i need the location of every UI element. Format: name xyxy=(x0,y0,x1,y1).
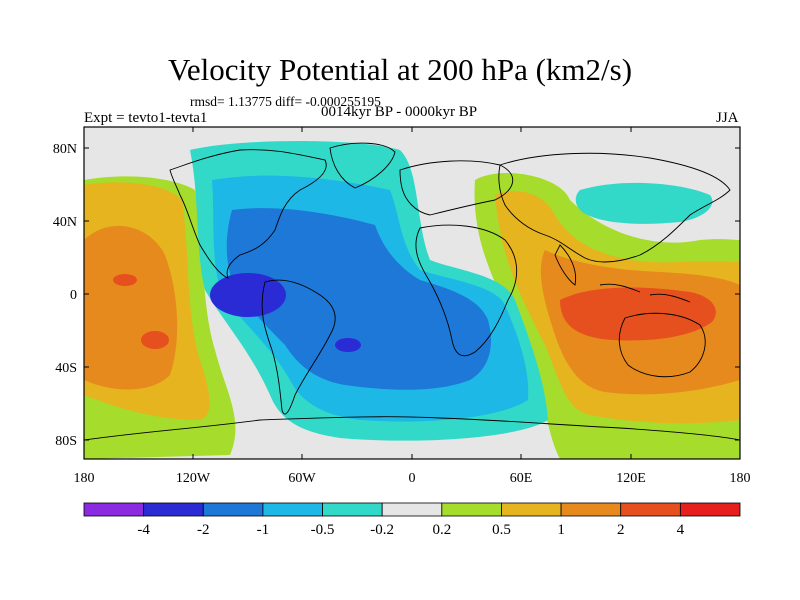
pacific-max-north xyxy=(113,274,137,286)
south-america-coast xyxy=(261,279,336,415)
colorbar-label: 4 xyxy=(677,522,685,538)
antarctica-coast xyxy=(84,416,740,441)
colorbar-label: -4 xyxy=(137,522,150,538)
africa-coast xyxy=(415,224,518,357)
colorbar: -4 -2 -1 -0.5 -0.2 0.2 0.5 1 2 4 xyxy=(83,502,741,538)
atlantic-min xyxy=(335,338,361,352)
atlantic-negative-inner xyxy=(226,208,491,390)
colorbar-label: 0.5 xyxy=(492,522,511,538)
australia-coast xyxy=(618,312,706,378)
lon-tick-label: 60W xyxy=(288,471,316,486)
colorbar-label: 1 xyxy=(557,522,565,538)
subtitle: 0014kyr BP - 0000kyr BP xyxy=(321,104,478,120)
latitude-axis: 80N 40N 0 40S 80S xyxy=(53,142,740,449)
colorbar-swatch xyxy=(501,502,562,517)
colorbar-swatch xyxy=(679,502,741,517)
colorbar-swatch xyxy=(322,502,383,517)
lat-tick-label: 40N xyxy=(53,215,77,230)
lon-tick-label: 120W xyxy=(176,471,211,486)
lon-tick-label: 180 xyxy=(74,471,95,486)
indonesia-max xyxy=(560,287,716,341)
colorbar-swatch xyxy=(620,502,681,517)
asia-coast xyxy=(498,152,731,263)
lat-tick-label: 80S xyxy=(55,434,77,449)
lon-tick-label: 120E xyxy=(616,471,646,486)
page-title: Velocity Potential at 200 hPa (km2/s) xyxy=(167,52,633,87)
stats-label: rmsd= 1.13775 diff= -0.000255195 xyxy=(190,94,381,109)
ne-asia-negative xyxy=(575,182,713,224)
europe-coast xyxy=(399,160,513,216)
lat-tick-label: 80N xyxy=(53,142,77,157)
colorbar-label: 0.2 xyxy=(432,522,451,538)
greenland-coast xyxy=(329,142,396,189)
north-america-coast xyxy=(169,149,327,279)
colorbar-label: -0.5 xyxy=(311,522,335,538)
colorbar-label: -1 xyxy=(257,522,270,538)
colorbar-swatch xyxy=(381,502,443,517)
indonesia-coast xyxy=(599,283,691,303)
india-coast xyxy=(554,244,577,286)
experiment-label: Expt = tevto1-tevta1 xyxy=(84,110,208,126)
colorbar-swatch xyxy=(560,502,622,517)
colorbar-label: 2 xyxy=(617,522,625,538)
lat-tick-label: 40S xyxy=(55,361,77,376)
colorbar-label: -2 xyxy=(197,522,210,538)
lat-tick-label: 0 xyxy=(70,288,77,303)
colorbar-swatch xyxy=(441,502,502,517)
lon-tick-label: 0 xyxy=(409,471,416,486)
colorbar-swatch xyxy=(83,502,145,517)
contour-fields xyxy=(84,127,740,459)
coastlines xyxy=(84,142,740,441)
colorbar-swatch xyxy=(202,502,264,517)
colorbar-label: -0.2 xyxy=(370,522,394,538)
colorbar-swatch xyxy=(262,502,323,517)
pacific-max-south xyxy=(141,331,169,349)
pacific-min xyxy=(210,273,286,317)
season-label: JJA xyxy=(716,110,739,126)
colorbar-swatch xyxy=(143,502,204,517)
lon-tick-label: 180 xyxy=(730,471,751,486)
lon-tick-label: 60E xyxy=(510,471,533,486)
longitude-axis: 180 120W 60W 0 60E 120E 180 xyxy=(74,127,751,486)
